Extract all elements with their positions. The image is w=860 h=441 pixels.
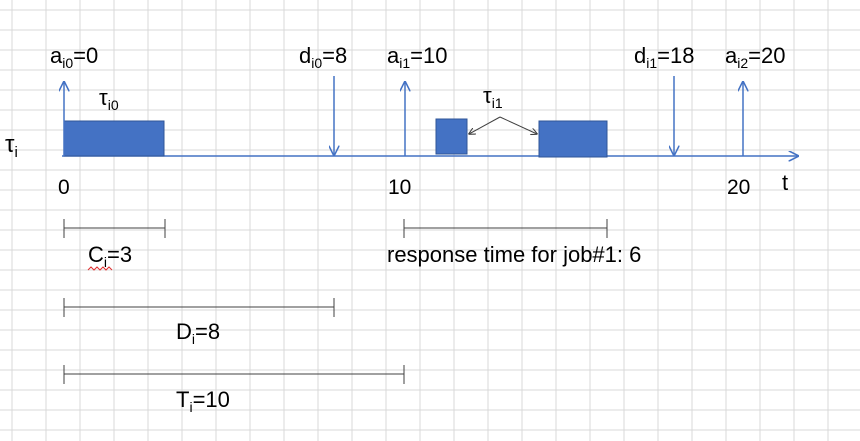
arrival-1-label: ai1=10	[387, 43, 447, 71]
job-1-pointer-left	[469, 116, 501, 134]
period-label: Ti=10	[176, 387, 230, 415]
job-0-block	[63, 120, 165, 157]
arrival-0-label: ai0=0	[50, 43, 98, 71]
axis-tick-0: 0	[58, 176, 70, 199]
computation-label: Ci=3	[88, 242, 132, 270]
response-bracket	[403, 219, 608, 238]
axis-label-t: t	[782, 170, 788, 195]
period-bracket	[63, 365, 405, 384]
job-1-label: τi1	[483, 83, 503, 111]
deadline-0-label: di0=8	[299, 43, 347, 71]
response-time-label: response time for job#1: 6	[387, 242, 641, 267]
axis-tick-10: 10	[388, 176, 411, 199]
job-1-block-a	[435, 118, 468, 155]
job-0-label: τi0	[99, 85, 119, 113]
computation-bracket	[63, 219, 166, 238]
task-label: τi	[5, 131, 18, 161]
deadline-measure-label: Di=8	[176, 319, 220, 347]
spellcheck-squiggle	[87, 266, 113, 271]
axis-tick-20: 20	[727, 176, 750, 199]
job-1-block-b	[538, 120, 608, 158]
job-1-pointer-right	[499, 116, 537, 134]
deadline-1-label: di1=18	[634, 43, 694, 71]
deadline-bracket	[63, 298, 335, 317]
arrival-2-label: ai2=20	[725, 43, 785, 71]
